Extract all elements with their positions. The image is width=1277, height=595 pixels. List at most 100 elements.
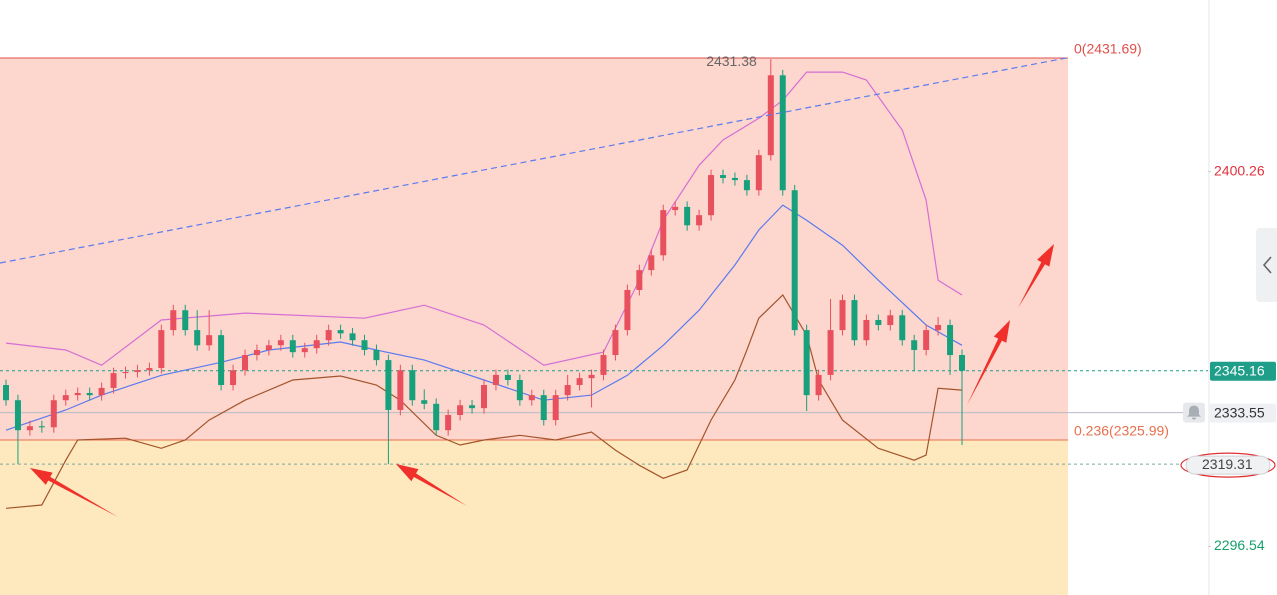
- tab-chevron: [1262, 256, 1272, 274]
- candle-body: [540, 395, 547, 421]
- candle-body: [564, 385, 571, 396]
- candle-body: [277, 340, 284, 346]
- candle-body: [385, 360, 392, 410]
- candle-body: [492, 374, 499, 386]
- candle-body: [230, 370, 237, 386]
- candle-body: [481, 385, 487, 409]
- fib-zone: [0, 439, 1068, 595]
- candle-body: [731, 177, 738, 181]
- candle-body: [504, 374, 511, 380]
- candle-body: [146, 368, 153, 371]
- candle-body: [803, 330, 810, 396]
- candle-body: [636, 270, 643, 290]
- current-price-label: 2345.16: [1214, 362, 1265, 378]
- candle-body: [445, 415, 452, 431]
- candle-body: [851, 300, 858, 341]
- candle-body: [122, 372, 129, 374]
- candle-body: [253, 349, 260, 356]
- candle-body: [170, 310, 177, 331]
- arrow: [967, 320, 1010, 405]
- candle-body: [397, 370, 404, 410]
- candle-body: [457, 405, 464, 416]
- candle-body: [349, 333, 356, 341]
- candle-body: [433, 403, 440, 431]
- candles: 2431.38: [3, 53, 965, 465]
- price-tag-label: 2333.55: [1214, 404, 1265, 420]
- side-tab[interactable]: [1256, 228, 1277, 302]
- y-tick-label: 2400.26: [1214, 162, 1265, 178]
- bell-icon: [1187, 405, 1201, 420]
- candle-body: [26, 426, 33, 431]
- candle-body: [301, 348, 308, 353]
- candle-body: [696, 215, 703, 226]
- candle-body: [182, 310, 189, 331]
- fib-zones: 0(2431.69) 0.236(2325.99): [0, 41, 1169, 595]
- candle-body: [839, 300, 846, 331]
- candle-body: [672, 206, 679, 211]
- candle-body: [14, 400, 21, 431]
- candle-body: [887, 315, 894, 326]
- candle-body: [552, 395, 559, 421]
- candle-body: [242, 355, 248, 371]
- price-ellipse: [1180, 452, 1276, 478]
- candle-body: [576, 378, 583, 386]
- price-lines: [0, 370, 1208, 465]
- candle-body: [815, 374, 822, 396]
- candle-body: [110, 373, 117, 388]
- candle-body: [720, 175, 726, 178]
- candle-body: [421, 400, 428, 404]
- y-tick-label: 2296.54: [1214, 537, 1265, 553]
- candle-body: [899, 315, 906, 341]
- candle-body: [265, 345, 272, 350]
- candle-body: [755, 155, 762, 191]
- candle-body: [409, 370, 416, 401]
- fib-label: 0(2431.69): [1074, 41, 1142, 57]
- candle-body: [743, 180, 750, 191]
- arrow: [396, 464, 467, 506]
- candle-body: [194, 330, 201, 346]
- candle-body: [98, 387, 105, 396]
- candle-body: [708, 175, 715, 216]
- candle-body: [588, 374, 595, 379]
- candle-body: [158, 330, 165, 369]
- candle-body: [959, 355, 965, 371]
- candle-body: [38, 426, 45, 428]
- candle-body: [373, 349, 380, 361]
- candle-body: [947, 325, 954, 356]
- candle-body: [624, 289, 631, 331]
- candle-body: [134, 370, 141, 373]
- candle-body: [528, 395, 535, 401]
- candle-body: [289, 340, 296, 353]
- candle-body: [875, 319, 882, 326]
- candle-body: [648, 255, 655, 271]
- candle-body: [218, 335, 225, 386]
- candle-body: [923, 330, 930, 350]
- candle-body: [660, 210, 667, 256]
- candle-body: [911, 340, 918, 350]
- candle-body: [313, 340, 320, 349]
- arrow: [30, 468, 118, 517]
- price-tag-label: 2319.31: [1202, 456, 1253, 472]
- candle-body: [791, 190, 798, 331]
- fib-zone: [0, 58, 1068, 440]
- trend-line: [0, 57, 1067, 264]
- price-tag: [1185, 455, 1271, 475]
- candle-body: [600, 355, 607, 375]
- candle-body: [863, 319, 870, 341]
- arrows: [30, 244, 1054, 517]
- arrow: [1018, 244, 1054, 308]
- candle-body: [50, 400, 57, 428]
- fib-label: 0.236(2325.99): [1074, 423, 1169, 439]
- price-axis: 2400.26 2296.54 2345.16 2333.55 2319.31: [1180, 162, 1276, 553]
- current-price-tag: [1210, 361, 1276, 381]
- candle-body: [779, 75, 786, 191]
- candle-body: [3, 385, 9, 401]
- indicator-line: [5, 294, 963, 509]
- candle-body: [684, 206, 691, 226]
- candle-body: [935, 325, 942, 331]
- candle-body: [337, 330, 344, 334]
- high-label: 2431.38: [706, 53, 757, 69]
- candle-body: [325, 330, 332, 341]
- price-tag: [1210, 403, 1276, 423]
